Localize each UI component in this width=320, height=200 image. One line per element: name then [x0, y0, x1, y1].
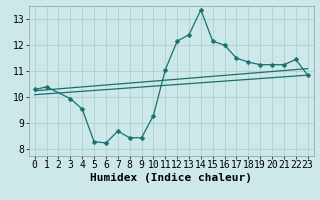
X-axis label: Humidex (Indice chaleur): Humidex (Indice chaleur) [90, 173, 252, 183]
